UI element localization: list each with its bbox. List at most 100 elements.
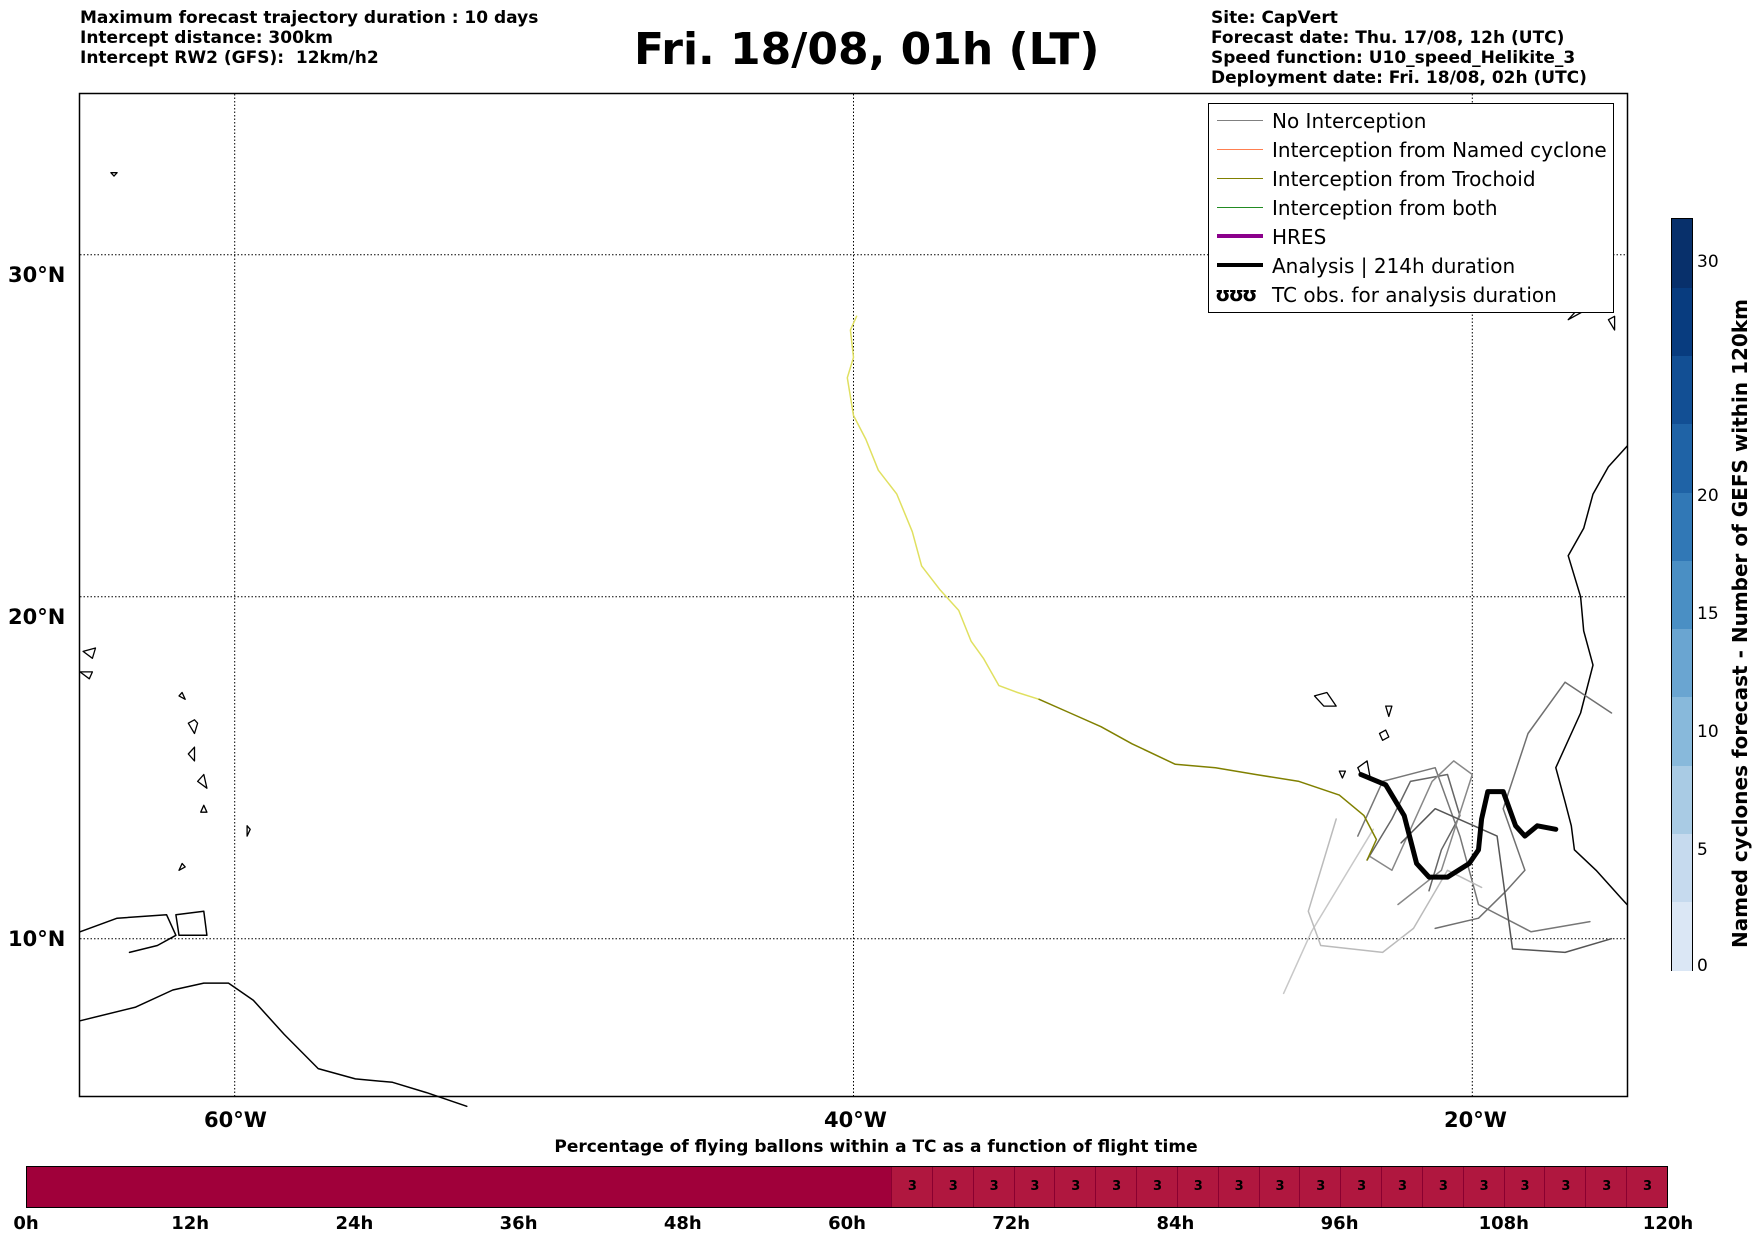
colorbar <box>1671 218 1693 971</box>
timeline-tick-label: 24h <box>335 1213 374 1234</box>
timeline-cell: 3 <box>1095 1167 1138 1207</box>
intercept-distance-line: Intercept distance: 300km <box>80 28 333 48</box>
timeline-tick-label: 36h <box>499 1213 538 1234</box>
trochoid-trajectory <box>1038 698 1378 861</box>
timeline-cell: 3 <box>931 1167 974 1207</box>
timeline-tick-label: 96h <box>1320 1213 1359 1234</box>
timeline-cell: 3 <box>1340 1167 1383 1207</box>
max-duration-line: Maximum forecast trajectory duration : 1… <box>80 8 539 28</box>
colorbar-segment <box>1672 765 1692 835</box>
legend-label: Analysis | 214h duration <box>1272 254 1516 278</box>
header-right-info: Site: CapVert Forecast date: Thu. 17/08,… <box>1211 8 1587 88</box>
legend-swatch <box>1217 234 1263 238</box>
legend-item-hres: HRES <box>1209 222 1613 251</box>
coastline-trinidad <box>175 910 208 937</box>
legend-swatch <box>1217 263 1263 267</box>
coastline-island <box>1385 705 1393 718</box>
lon-label-40w: 40°W <box>824 1108 887 1132</box>
colorbar-tick: 10 <box>1697 722 1719 742</box>
coastline-island <box>82 647 97 659</box>
timeline-cell: 3 <box>1544 1167 1587 1207</box>
legend-label: Interception from Named cyclone <box>1272 138 1607 162</box>
legend-label: TC obs. for analysis duration <box>1272 283 1557 307</box>
legend-swatch <box>1217 149 1263 150</box>
timeline-tick-label: 12h <box>171 1213 210 1234</box>
page-title: Fri. 18/08, 01h (LT) <box>634 24 1100 75</box>
legend-item-tc-obs: ʊʊʊ TC obs. for analysis duration <box>1209 280 1613 309</box>
coastline-island <box>1313 691 1337 707</box>
timeline-cell: 3 <box>1136 1167 1178 1207</box>
timeline-tick-label: 48h <box>663 1213 702 1234</box>
no-interception-trajectory <box>1400 807 1613 954</box>
coastline-island <box>79 671 94 680</box>
colorbar-label: Named cyclones forecast - Number of GEFS… <box>1728 299 1752 948</box>
timeline-cell: 3 <box>1503 1167 1546 1207</box>
coastline-island <box>1378 729 1390 741</box>
legend-item-analysis: Analysis | 214h duration <box>1209 251 1613 280</box>
legend-label: Interception from both <box>1272 196 1498 220</box>
lat-label-30n: 30°N <box>8 263 66 287</box>
speed-function-line: Speed function: U10_speed_Helikite_3 <box>1211 48 1576 68</box>
coastline-island <box>178 862 186 871</box>
no-interception-trajectory <box>1369 760 1474 906</box>
timeline-tick-label: 72h <box>992 1213 1031 1234</box>
colorbar-tick: 30 <box>1697 252 1719 272</box>
timeline-cell: 3 <box>1258 1167 1301 1207</box>
coastline-island <box>196 773 208 789</box>
timeline-cell: 3 <box>1421 1167 1464 1207</box>
analysis-trajectory <box>1358 772 1559 880</box>
lat-label-20n: 20°N <box>8 605 66 629</box>
timeline-tick-label: 120h <box>1642 1213 1694 1234</box>
timeline-cell: 3 <box>1176 1167 1219 1207</box>
coastline-island <box>246 825 251 837</box>
tc-obs-symbol: ʊʊʊ <box>1215 282 1257 306</box>
no-interception-trajectory <box>1307 818 1483 954</box>
header-left-info: Maximum forecast trajectory duration : 1… <box>80 8 538 68</box>
lat-label-10n: 10°N <box>8 927 66 951</box>
legend-swatch <box>1217 178 1263 179</box>
timeline-cell: 3 <box>891 1167 933 1207</box>
timeline-cell: 3 <box>1217 1167 1260 1207</box>
timeline-cell: 3 <box>1299 1167 1342 1207</box>
coastline-south-america <box>79 982 468 1108</box>
timeline-cell: 3 <box>972 1167 1015 1207</box>
deployment-date-line: Deployment date: Fri. 18/08, 02h (UTC) <box>1211 68 1587 88</box>
legend-swatch <box>1217 207 1263 208</box>
timeline-tick-label: 108h <box>1478 1213 1529 1234</box>
colorbar-segment <box>1672 219 1692 288</box>
timeline-title: Percentage of flying ballons within a TC… <box>554 1137 1198 1157</box>
timeline-cell: 3 <box>1585 1167 1628 1207</box>
legend: No Interception Interception from Named … <box>1208 103 1614 313</box>
intercept-rw2-line: Intercept RW2 (GFS): 12km/h2 <box>80 48 379 68</box>
legend-label: No Interception <box>1272 109 1427 133</box>
legend-item-named-cyclone: Interception from Named cyclone <box>1209 135 1613 164</box>
colorbar-segment <box>1672 355 1692 425</box>
coastline-island <box>1607 315 1616 331</box>
coastline-island <box>200 804 208 813</box>
colorbar-segment <box>1672 696 1692 766</box>
map-frame <box>78 92 1629 1098</box>
timeline-tick-label: 60h <box>828 1213 866 1234</box>
coastline-island <box>187 719 199 735</box>
legend-swatch <box>1217 120 1263 121</box>
lon-label-60w: 60°W <box>204 1108 267 1132</box>
coastline-venezuela <box>79 914 177 954</box>
colorbar-tick: 5 <box>1697 840 1708 860</box>
coastline-island <box>178 691 186 700</box>
timeline-cell: 3 <box>1054 1167 1097 1207</box>
legend-item-both: Interception from both <box>1209 193 1613 222</box>
colorbar-tick: 15 <box>1697 604 1719 624</box>
trochoid-trajectory-early <box>846 315 1040 701</box>
colorbar-segment <box>1672 628 1692 698</box>
colorbar-tick: 20 <box>1697 486 1719 506</box>
coastline-island <box>1338 770 1347 779</box>
timeline-tick-label: 84h <box>1156 1213 1195 1234</box>
lon-label-20w: 20°W <box>1444 1108 1507 1132</box>
timeline-cell: 3 <box>1381 1167 1423 1207</box>
legend-item-trochoid: Interception from Trochoid <box>1209 164 1613 193</box>
legend-label: HRES <box>1272 225 1327 249</box>
timeline-cell: 3 <box>1626 1167 1667 1207</box>
forecast-date-line: Forecast date: Thu. 17/08, 12h (UTC) <box>1211 28 1565 48</box>
colorbar-segment <box>1672 423 1692 493</box>
coastline-island <box>110 172 118 177</box>
